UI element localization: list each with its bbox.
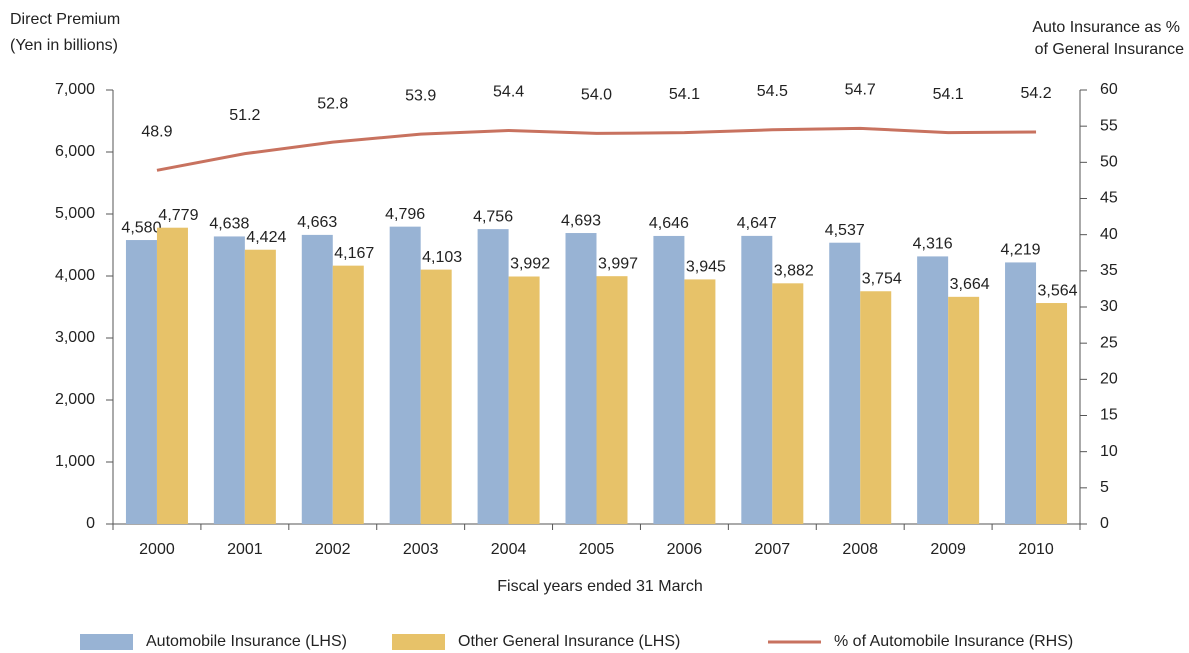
y2-tick-label: 5 [1100, 479, 1109, 496]
y2-tick-label: 10 [1100, 443, 1118, 460]
data-label: 48.9 [141, 124, 172, 141]
data-label: 4,647 [737, 215, 777, 232]
data-label: 54.5 [757, 83, 788, 100]
y-tick-label: 7,000 [55, 81, 95, 98]
bar [125, 240, 157, 525]
bar [1036, 303, 1068, 524]
y-tick-label: 1,000 [55, 453, 95, 470]
bar [829, 242, 861, 524]
data-label: 54.1 [933, 86, 964, 103]
y2-axis-title: of General Insurance [1035, 41, 1185, 58]
line [156, 126, 1037, 172]
data-label: 4,663 [297, 214, 337, 231]
data-label: 51.2 [229, 107, 260, 124]
y2-tick-label: 0 [1100, 515, 1109, 532]
bar [684, 279, 716, 524]
y-axis-title: (Yen in billions) [10, 37, 118, 54]
x-tick-label: 2006 [667, 541, 703, 558]
data-label: 54.7 [845, 82, 876, 99]
y2-tick-label: 60 [1100, 81, 1118, 98]
bar [741, 235, 773, 525]
data-label: 4,316 [913, 236, 953, 253]
bar [860, 291, 892, 524]
data-label: 4,424 [246, 229, 286, 246]
data-label: 54.2 [1020, 85, 1051, 102]
bar [565, 233, 597, 524]
bar [948, 296, 980, 524]
data-label: 3,564 [1038, 282, 1078, 299]
data-label: 53.9 [405, 87, 436, 104]
bar [156, 227, 188, 524]
data-label: 4,646 [649, 215, 689, 232]
bar [332, 265, 364, 524]
y2-tick-label: 15 [1100, 407, 1118, 424]
x-tick-label: 2007 [755, 541, 791, 558]
y2-tick-label: 40 [1100, 226, 1118, 243]
y-tick-label: 6,000 [55, 143, 95, 160]
data-label: 3,664 [950, 276, 990, 293]
bar [420, 269, 452, 524]
data-label: 4,756 [473, 208, 513, 225]
data-label: 52.8 [317, 95, 348, 112]
data-label: 4,167 [334, 245, 374, 262]
x-tick-label: 2003 [403, 541, 439, 558]
bar [477, 229, 509, 525]
x-tick-label: 2002 [315, 541, 351, 558]
data-label: 3,992 [510, 256, 550, 273]
bar [917, 256, 949, 524]
data-label: 54.4 [493, 84, 524, 101]
data-label: 4,219 [1001, 242, 1041, 259]
x-tick-label: 2004 [491, 541, 527, 558]
legend-label: % of Automobile Insurance (RHS) [834, 633, 1073, 650]
bar [244, 249, 276, 524]
bar [213, 236, 245, 524]
data-label: 4,638 [209, 216, 249, 233]
x-axis-title: Fiscal years ended 31 March [497, 578, 702, 595]
y2-tick-label: 30 [1100, 298, 1118, 315]
y2-tick-label: 50 [1100, 154, 1118, 171]
data-label: 4,796 [385, 206, 425, 223]
x-tick-label: 2005 [579, 541, 615, 558]
x-tick-label: 2001 [227, 541, 263, 558]
data-label: 4,580 [121, 219, 161, 236]
legend-swatch [392, 634, 445, 650]
data-label: 3,997 [598, 255, 638, 272]
bar [389, 226, 421, 524]
y-tick-label: 2,000 [55, 391, 95, 408]
y-tick-label: 0 [86, 515, 95, 532]
data-label: 54.1 [669, 86, 700, 103]
y2-tick-label: 25 [1100, 334, 1118, 351]
bar [1005, 262, 1037, 524]
data-label: 3,754 [862, 270, 902, 287]
y2-tick-label: 45 [1100, 190, 1118, 207]
legend-label: Automobile Insurance (LHS) [146, 633, 347, 650]
y-tick-label: 3,000 [55, 329, 95, 346]
y2-tick-label: 55 [1100, 117, 1118, 134]
x-tick-label: 2008 [842, 541, 878, 558]
bar [772, 283, 804, 524]
data-label: 4,693 [561, 212, 601, 229]
data-label: 4,537 [825, 222, 865, 239]
y-axis-title: Direct Premium [10, 11, 120, 28]
y2-tick-label: 20 [1100, 371, 1118, 388]
data-label: 4,779 [158, 207, 198, 224]
x-tick-label: 2010 [1018, 541, 1054, 558]
bar [508, 276, 540, 524]
bar [301, 234, 333, 525]
x-tick-label: 2000 [139, 541, 175, 558]
data-label: 54.0 [581, 87, 612, 104]
y-tick-label: 4,000 [55, 267, 95, 284]
legend-swatch [80, 634, 133, 650]
y2-tick-label: 35 [1100, 262, 1118, 279]
y2-axis-title: Auto Insurance as % [1032, 19, 1180, 36]
data-label: 3,945 [686, 259, 726, 276]
y-tick-label: 5,000 [55, 205, 95, 222]
x-tick-label: 2009 [930, 541, 966, 558]
data-label: 4,103 [422, 249, 462, 266]
data-label: 3,882 [774, 263, 814, 280]
legend-label: Other General Insurance (LHS) [458, 633, 680, 650]
bar [653, 235, 685, 524]
bar [596, 276, 628, 524]
